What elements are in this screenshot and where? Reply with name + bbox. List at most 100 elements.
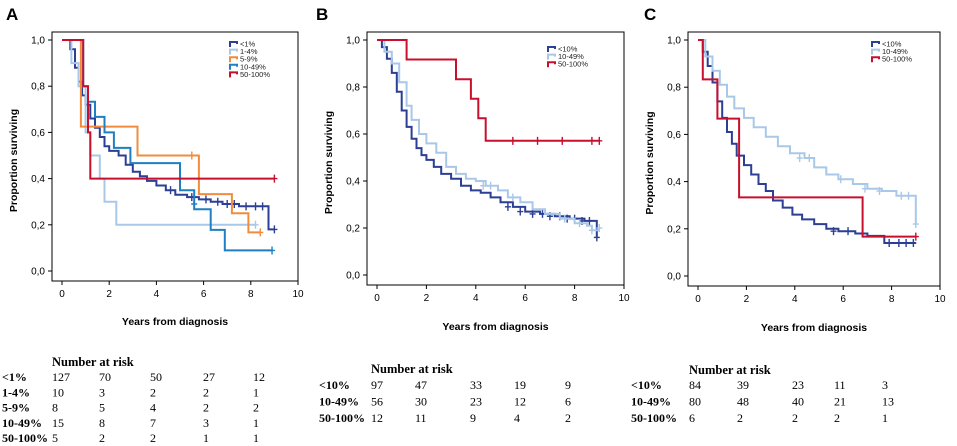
risk-row-label: 50-100% (631, 411, 677, 425)
risk-value: 6 (565, 395, 571, 409)
x-tick-label: 6 (840, 294, 846, 305)
risk-value: 12 (514, 395, 526, 409)
risk-row-label: 10-49% (319, 395, 359, 409)
risk-value: 3 (99, 385, 105, 399)
legend-label: 1-4% (240, 47, 258, 56)
risk-value: 2 (834, 411, 840, 425)
censor-mark (905, 191, 912, 200)
risk-value: 127 (52, 370, 70, 384)
legend-label: 5-9% (240, 55, 258, 64)
x-tick-label: 0 (59, 289, 65, 300)
risk-value: 1 (253, 431, 259, 445)
series-line-50-100% (377, 39, 600, 142)
risk-value: 2 (150, 385, 156, 399)
censor-mark (269, 246, 276, 255)
x-tick-label: 0 (695, 294, 701, 305)
y-axis-title: Proportion surviving (8, 109, 20, 212)
censor-mark (596, 136, 603, 145)
censor-mark (912, 232, 919, 241)
censor-mark (912, 220, 919, 229)
legend-label: 50-100% (240, 70, 270, 79)
y-tick-label: 0,6 (667, 130, 681, 141)
risk-value: 3 (203, 416, 209, 430)
risk-row-label: <10% (319, 378, 350, 392)
censor-mark (876, 187, 883, 196)
y-tick-label: 1,0 (667, 36, 681, 47)
risk-value: 6 (689, 411, 695, 425)
risk-value: 33 (470, 378, 482, 392)
y-tick-label: 0,2 (667, 224, 681, 235)
x-tick-label: 2 (106, 289, 112, 300)
x-tick-label: 10 (292, 289, 304, 300)
risk-value: 3 (882, 378, 888, 392)
censor-mark (861, 184, 868, 193)
y-tick-label: 0,4 (667, 177, 681, 188)
risk-value: 4 (514, 411, 520, 425)
censor-mark (214, 197, 221, 206)
risk-value: 47 (415, 378, 427, 392)
y-tick-label: 0,6 (346, 130, 360, 141)
x-tick-label: 10 (618, 293, 630, 304)
risk-value: 2 (203, 385, 209, 399)
legend-swatch (547, 53, 556, 60)
x-tick-label: 2 (424, 293, 430, 304)
series-line-10-49% (698, 39, 917, 225)
legend-label: <10% (882, 40, 902, 49)
censor-mark (259, 202, 266, 211)
censor-mark (167, 186, 174, 195)
series-line-<10% (698, 39, 916, 244)
censor-mark (191, 200, 198, 209)
censor-mark (224, 200, 231, 209)
risk-row-label: <10% (631, 378, 662, 392)
series-line-5-9% (62, 39, 261, 234)
panel-a: A 0,0 0,2 0,4 0,6 0,8 1,0 0 2 4 6 8 10 Years from dia… (2, 5, 304, 445)
risk-value: 2 (737, 411, 743, 425)
x-tick-label: 8 (572, 293, 578, 304)
risk-value: 2 (150, 431, 156, 445)
censor-mark (588, 136, 595, 145)
censor-mark (534, 136, 541, 145)
risk-value: 1 (203, 431, 209, 445)
risk-value: 19 (514, 378, 526, 392)
risk-row-label: 10-49% (631, 395, 671, 409)
panel-letter: C (644, 5, 656, 24)
risk-table-title: Number at risk (371, 362, 453, 376)
censor-mark (596, 224, 603, 232)
y-tick-label: 1,0 (346, 36, 360, 47)
censor-mark (529, 209, 536, 218)
series-line-<1% (62, 39, 275, 231)
y-tick-label: 0,0 (667, 272, 681, 283)
plot-frame (51, 31, 299, 282)
panel-letter: B (316, 5, 328, 24)
censor-mark (271, 174, 278, 183)
risk-value: 9 (470, 411, 476, 425)
risk-table-title: Number at risk (689, 363, 771, 377)
legend-label: 10-49% (882, 47, 908, 56)
censor-mark (588, 226, 595, 235)
risk-value: 5 (52, 431, 58, 445)
censor-mark (806, 154, 813, 162)
risk-value: 5 (99, 401, 105, 415)
risk-value: 11 (834, 378, 846, 392)
censor-mark (593, 233, 600, 242)
risk-row-label: 50-100% (319, 411, 365, 425)
risk-value: 97 (371, 378, 383, 392)
y-tick-label: 0,8 (31, 82, 45, 93)
censor-mark (895, 238, 902, 247)
censor-mark (188, 151, 195, 160)
x-tick-label: 10 (934, 294, 946, 305)
x-tick-label: 6 (201, 289, 207, 300)
y-tick-label: 0,2 (31, 220, 45, 231)
censor-mark (561, 214, 568, 223)
y-tick-label: 0,8 (346, 83, 360, 94)
censor-mark (903, 238, 910, 247)
x-tick-label: 4 (154, 289, 160, 300)
y-tick-label: 0,4 (346, 177, 360, 188)
risk-value: 7 (150, 416, 156, 430)
series-line-50-100% (698, 39, 916, 238)
risk-value: 8 (99, 416, 105, 430)
risk-value: 40 (792, 395, 804, 409)
risk-value: 11 (415, 411, 427, 425)
legend-label: 50-100% (558, 60, 588, 69)
